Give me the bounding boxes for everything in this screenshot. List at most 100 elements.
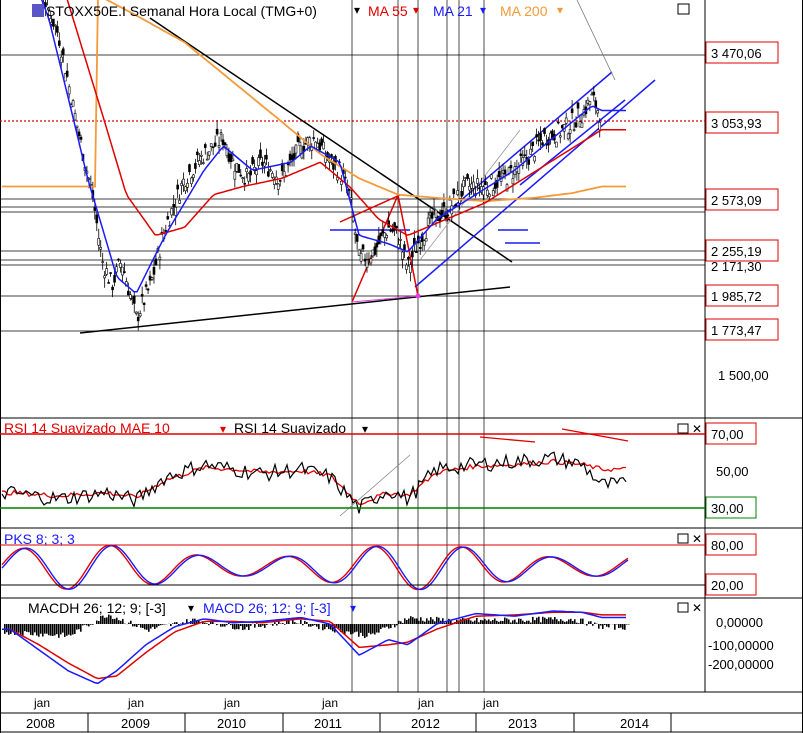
pks-legend[interactable]: PKS 8; 3; 3 <box>4 531 75 547</box>
rsi-legend-mae[interactable]: RSI 14 Suavizado MAE 10 <box>4 420 170 436</box>
macd-histogram-bar <box>436 616 438 624</box>
macd-histogram-bar <box>530 622 532 624</box>
price-candle <box>178 199 181 204</box>
rsi-mae-line <box>1 458 626 505</box>
macd-histogram-bar <box>540 622 542 624</box>
macd-histogram-bar <box>372 624 374 634</box>
macd-legend[interactable]: MACD 26; 12; 9; [-3] <box>203 600 331 616</box>
dropdown-arrow-icon[interactable]: ▾ <box>557 3 563 17</box>
macd-histogram-bar <box>98 621 100 624</box>
price-candle <box>312 137 316 139</box>
ma55-line <box>66 0 626 236</box>
macd-histogram-bar <box>534 620 536 624</box>
macd-histogram-bar <box>324 624 326 630</box>
rsi-tick-label: 50,00 <box>716 464 749 479</box>
macd-histogram-bar <box>438 617 440 624</box>
price-candle <box>164 230 168 232</box>
price-candle <box>454 204 458 207</box>
price-candle <box>373 246 377 255</box>
macd-histogram-bar <box>602 624 604 630</box>
macdh-legend[interactable]: MACDH 26; 12; 9; [-3] <box>28 600 166 616</box>
macd-histogram-bar <box>556 619 558 624</box>
price-candle <box>294 144 298 154</box>
support-trendline <box>79 286 511 334</box>
macd-histogram-bar <box>118 620 120 624</box>
close-icon[interactable]: ✕ <box>692 422 702 436</box>
symbol-label[interactable]: STOXX50E.I Semanal Hora Local (TMG+0) <box>46 3 317 19</box>
macd-histogram-bar <box>230 624 232 626</box>
macd-histogram-bar <box>112 618 114 624</box>
price-candle <box>523 154 527 157</box>
macd-histogram-bar <box>558 621 560 624</box>
macd-histogram-bar <box>522 620 524 624</box>
price-candle <box>497 171 501 178</box>
price-candle <box>201 162 205 164</box>
year-label: 2013 <box>508 716 537 731</box>
legend-ma55[interactable]: MA 55 <box>368 3 408 19</box>
month-label: jan <box>417 696 434 710</box>
price-candle <box>251 157 254 165</box>
dropdown-arrow-icon[interactable]: ▾ <box>188 601 194 615</box>
dropdown-arrow-icon[interactable]: ▾ <box>480 3 486 17</box>
price-candle <box>243 182 247 185</box>
macd-histogram-bar <box>108 614 110 624</box>
price-candle <box>229 154 233 163</box>
macd-histogram-bar <box>310 624 312 627</box>
dropdown-arrow-icon[interactable]: ▾ <box>220 422 226 436</box>
macd-histogram-bar <box>574 619 576 624</box>
price-candle <box>265 154 268 160</box>
price-candle <box>65 70 69 77</box>
pks-signal-line <box>1 544 629 591</box>
price-candle <box>117 258 120 261</box>
macd-histogram-bar <box>412 617 414 624</box>
macd-histogram-bar <box>22 624 24 636</box>
close-icon[interactable]: ✕ <box>692 532 702 546</box>
price-candle <box>75 125 79 128</box>
dropdown-arrow-icon[interactable]: ▾ <box>413 3 419 17</box>
price-candle <box>359 252 363 262</box>
maximize-icon[interactable] <box>677 602 689 613</box>
price-candle <box>271 173 274 178</box>
symbol-icon[interactable] <box>32 4 44 17</box>
macd-histogram-bar <box>622 624 624 630</box>
macd-histogram-bar <box>186 619 188 624</box>
macd-histogram-bar <box>274 622 276 624</box>
close-icon[interactable]: ✕ <box>692 601 702 615</box>
macd-histogram-bar <box>386 624 388 627</box>
macd-histogram-bar <box>6 624 8 633</box>
price-tag-box <box>705 188 779 211</box>
legend-ma21[interactable]: MA 21 <box>433 3 473 19</box>
macd-histogram-bar <box>308 624 310 627</box>
price-axis: 3 470,06 3 053,93 2 573,09 2 255,19 2 17… <box>705 41 779 383</box>
maximize-icon[interactable] <box>677 533 689 544</box>
price-candle <box>58 40 61 46</box>
macd-histogram-bar <box>312 624 314 626</box>
maximize-icon[interactable] <box>677 3 690 15</box>
maximize-icon[interactable] <box>677 423 689 434</box>
macd-histogram-bar <box>302 624 304 626</box>
price-candle <box>247 173 250 182</box>
rsi-legend[interactable]: RSI 14 Suavizado <box>234 420 346 436</box>
price-candle <box>166 216 170 220</box>
price-candle <box>486 189 489 196</box>
price-candle <box>533 156 536 162</box>
macd-histogram-bar <box>402 622 404 624</box>
macd-histogram-bar <box>30 624 32 635</box>
macd-histogram-bar <box>74 624 76 635</box>
legend-ma200[interactable]: MA 200 <box>500 3 548 19</box>
dropdown-arrow-icon[interactable]: ▾ <box>362 422 368 436</box>
macd-histogram-bar <box>66 624 68 636</box>
macd-histogram-bar <box>390 624 392 629</box>
price-candle <box>211 146 215 149</box>
dropdown-arrow-icon[interactable]: ▾ <box>354 3 360 17</box>
channel-lower-line <box>414 79 656 288</box>
price-candle <box>221 139 225 145</box>
dropdown-arrow-icon[interactable]: ▾ <box>350 601 356 615</box>
price-tag-box <box>705 111 779 134</box>
price-candle <box>472 181 475 189</box>
macd-histogram-bar <box>378 624 380 633</box>
macd-histogram-bar <box>68 624 70 635</box>
price-candle <box>541 142 544 146</box>
price-candle <box>158 256 162 260</box>
